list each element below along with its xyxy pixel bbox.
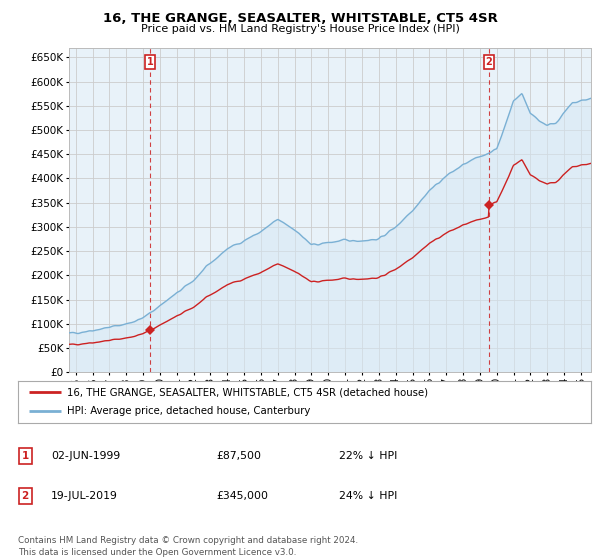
Text: Contains HM Land Registry data © Crown copyright and database right 2024.
This d: Contains HM Land Registry data © Crown c… [18,536,358,557]
Text: 16, THE GRANGE, SEASALTER, WHITSTABLE, CT5 4SR (detached house): 16, THE GRANGE, SEASALTER, WHITSTABLE, C… [67,387,428,397]
Text: 2: 2 [485,57,493,67]
Text: 16, THE GRANGE, SEASALTER, WHITSTABLE, CT5 4SR: 16, THE GRANGE, SEASALTER, WHITSTABLE, C… [103,12,497,25]
Text: 2: 2 [22,491,29,501]
Text: 1: 1 [147,57,154,67]
Text: 24% ↓ HPI: 24% ↓ HPI [339,491,397,501]
Text: £345,000: £345,000 [216,491,268,501]
Text: 02-JUN-1999: 02-JUN-1999 [51,451,120,461]
Text: 19-JUL-2019: 19-JUL-2019 [51,491,118,501]
Text: 22% ↓ HPI: 22% ↓ HPI [339,451,397,461]
Text: £87,500: £87,500 [216,451,261,461]
Text: HPI: Average price, detached house, Canterbury: HPI: Average price, detached house, Cant… [67,407,310,417]
Text: 1: 1 [22,451,29,461]
Text: Price paid vs. HM Land Registry's House Price Index (HPI): Price paid vs. HM Land Registry's House … [140,24,460,34]
